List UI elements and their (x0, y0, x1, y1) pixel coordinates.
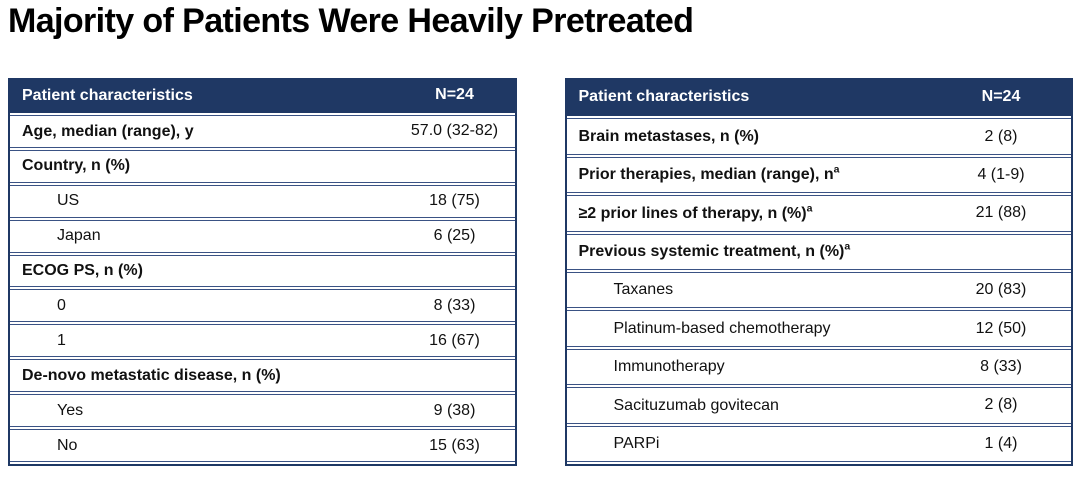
row-label: 1 (57, 332, 66, 349)
row-value: 21 (88) (975, 204, 1027, 222)
row-label: Prior therapies, median (range), na (578, 163, 840, 184)
table-row: Immunotherapy 8 (33) (566, 348, 1071, 386)
row-label: Yes (57, 401, 84, 419)
row-label: De-novo metastatic disease, n (%) (22, 366, 281, 384)
row-value: 2 (8) (984, 396, 1018, 414)
row-label: Taxanes (613, 281, 674, 299)
row-value: 9 (38) (433, 401, 476, 419)
table-header-row: Patient characteristics N=24 (10, 80, 515, 113)
table-row: 1 16 (67) (10, 324, 515, 358)
header-value: N=24 (981, 88, 1021, 106)
row-value: 18 (75) (429, 192, 480, 210)
table-row: ≥2 prior lines of therapy, n (%)a 21 (88) (566, 195, 1071, 232)
table-row: Prior therapies, median (range), na 4 (1-… (566, 156, 1071, 194)
header-label: Patient characteristics (578, 88, 750, 106)
table-row: 0 8 (33) (10, 289, 515, 323)
table-row: No 15 (63) (10, 429, 515, 462)
row-label: Platinum-based chemotherapy (613, 319, 831, 337)
table-row: Taxanes 20 (83) (566, 272, 1071, 309)
footnote-marker: a (833, 163, 840, 176)
table-row: Brain metastases, n (%) 2 (8) (566, 118, 1071, 155)
row-label: Age, median (range), y (22, 122, 194, 140)
row-value: 20 (83) (975, 281, 1027, 299)
row-label: No (57, 436, 78, 454)
patient-characteristics-table-left: Patient characteristics N=24 Age, median (… (8, 78, 517, 466)
header-value: N=24 (435, 86, 474, 104)
slide-title: Majority of Patients Were Heavily Pretre… (8, 2, 694, 40)
row-value: 15 (63) (429, 436, 480, 454)
table-row: Sacituzumab govitecan 2 (8) (566, 387, 1071, 424)
header-label: Patient characteristics (22, 86, 193, 104)
footnote-marker: a (844, 240, 851, 253)
row-value: 4 (1-9) (977, 166, 1025, 184)
table-row: De-novo metastatic disease, n (%) (10, 359, 515, 393)
row-value: 1 (4) (984, 434, 1018, 452)
row-value: 16 (67) (429, 331, 480, 349)
patient-characteristics-table-right: Patient characteristics N=24 Brain metasta… (564, 78, 1073, 466)
table-row: ECOG PS, n (%) (10, 254, 515, 288)
row-label: ≥2 prior lines of therapy, n (%)a (578, 202, 813, 222)
row-value: 57.0 (32-82) (410, 122, 499, 140)
table-row: US 18 (75) (10, 184, 515, 218)
row-label: US (57, 192, 80, 210)
table-header-row: Patient characteristics N=24 (566, 80, 1071, 117)
row-value: 6 (25) (433, 227, 476, 245)
footnote-marker: a (806, 202, 813, 215)
table-row: Country, n (%) (10, 149, 515, 183)
row-value: 8 (33) (433, 296, 476, 314)
row-value: 8 (33) (980, 358, 1022, 376)
row-label: Brain metastases, n (%) (578, 127, 760, 145)
row-label: Sacituzumab govitecan (613, 396, 779, 414)
tables-container: Patient characteristics N=24 Age, median (… (8, 78, 1073, 466)
table-row: Age, median (range), y 57.0 (32-82) (10, 114, 515, 148)
row-label: Japan (57, 227, 101, 245)
table-row: Platinum-based chemotherapy 12 (50) (566, 310, 1071, 347)
row-label: 0 (57, 297, 66, 315)
row-value: 12 (50) (975, 319, 1027, 337)
row-label: PARPi (613, 435, 660, 453)
table-row: PARPi 1 (4) (566, 425, 1071, 463)
row-label: Immunotherapy (613, 358, 725, 376)
table-row: Japan 6 (25) (10, 219, 515, 253)
row-label: Country, n (%) (22, 157, 131, 175)
table-row: Yes 9 (38) (10, 394, 515, 428)
row-label: Previous systemic treatment, n (%)a (578, 240, 851, 261)
table-row: Previous systemic treatment, n (%)a (566, 233, 1071, 271)
row-label: ECOG PS, n (%) (22, 262, 143, 280)
row-value: 2 (8) (984, 127, 1018, 145)
